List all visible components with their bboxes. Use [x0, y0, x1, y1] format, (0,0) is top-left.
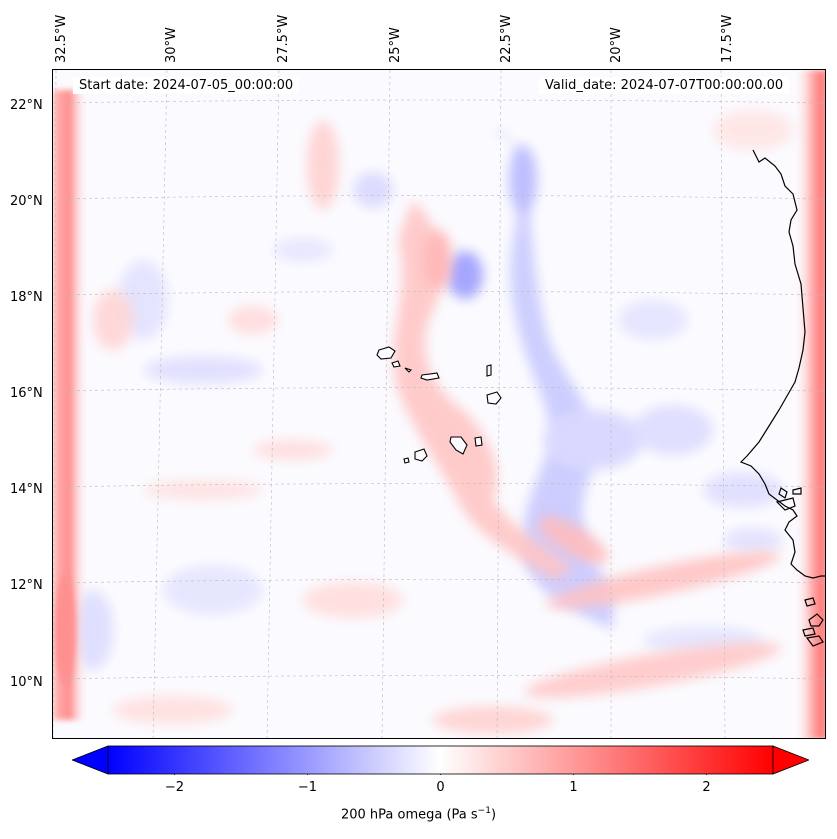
colorbar	[70, 745, 811, 779]
colorbar-min-extension	[70, 745, 109, 775]
colorbar-gradient	[107, 745, 774, 775]
colorbar-bar	[70, 745, 811, 778]
colorbar-tick-label: −1	[297, 780, 318, 795]
positive-omega-regions	[93, 110, 793, 734]
island-sao-nicolau	[420, 372, 440, 381]
lat-label-10n: 10°N	[10, 675, 43, 690]
colorbar-tick-label: 1	[569, 780, 578, 795]
colorbar-title-sup: −1	[477, 806, 491, 816]
valid-date-label: Valid_date: 2024-07-07T00:00:00.00	[539, 77, 790, 94]
african-coastline	[739, 149, 825, 647]
island-santiago	[449, 436, 468, 455]
colorbar-tick-label: 0	[436, 780, 445, 795]
lon-label-25w: 25°W	[388, 27, 403, 63]
colorbar-title-text: 200 hPa omega (Pa s	[340, 807, 478, 823]
lon-label-30w: 30°W	[164, 27, 179, 63]
east-edge-strip	[795, 70, 825, 738]
island-maio	[474, 436, 483, 447]
lat-label-12n: 12°N	[10, 578, 43, 593]
lon-label-17-5w: 17.5°W	[720, 14, 735, 63]
lat-label-22n: 22°N	[10, 98, 43, 113]
colorbar-tick-label: 2	[702, 780, 711, 795]
island-sal	[486, 364, 492, 377]
graticule	[53, 70, 825, 738]
lat-label-16n: 16°N	[10, 386, 43, 401]
colorbar-title-tail: )	[490, 807, 497, 823]
lat-label-20n: 20°N	[10, 194, 43, 209]
lon-label-22-5w: 22.5°W	[499, 14, 514, 63]
island-fogo	[414, 448, 428, 462]
island-brava	[403, 457, 410, 464]
lat-label-18n: 18°N	[10, 290, 43, 305]
colorbar-title: 200 hPa omega (Pa s−1)	[0, 806, 837, 822]
map-panel[interactable]: Start date: 2024-07-05_00:00:00 Valid_da…	[52, 69, 826, 739]
start-date-label: Start date: 2024-07-05_00:00:00	[73, 77, 300, 94]
lat-label-14n: 14°N	[10, 482, 43, 497]
island-santo-antao	[376, 346, 396, 360]
colorbar-tick-label: −2	[164, 780, 185, 795]
omega-field-map	[53, 70, 825, 738]
island-santa-luzia	[404, 367, 413, 373]
lon-label-20w: 20°W	[609, 27, 624, 63]
lon-label-27-5w: 27.5°W	[276, 14, 291, 63]
lon-label-32-5w: 32.5°W	[54, 14, 69, 63]
island-sao-vicente	[391, 360, 401, 368]
colorbar-max-extension	[772, 745, 811, 775]
west-edge-maximum	[55, 575, 75, 685]
cape-verde-islands	[376, 346, 502, 464]
island-boa-vista	[486, 391, 502, 405]
